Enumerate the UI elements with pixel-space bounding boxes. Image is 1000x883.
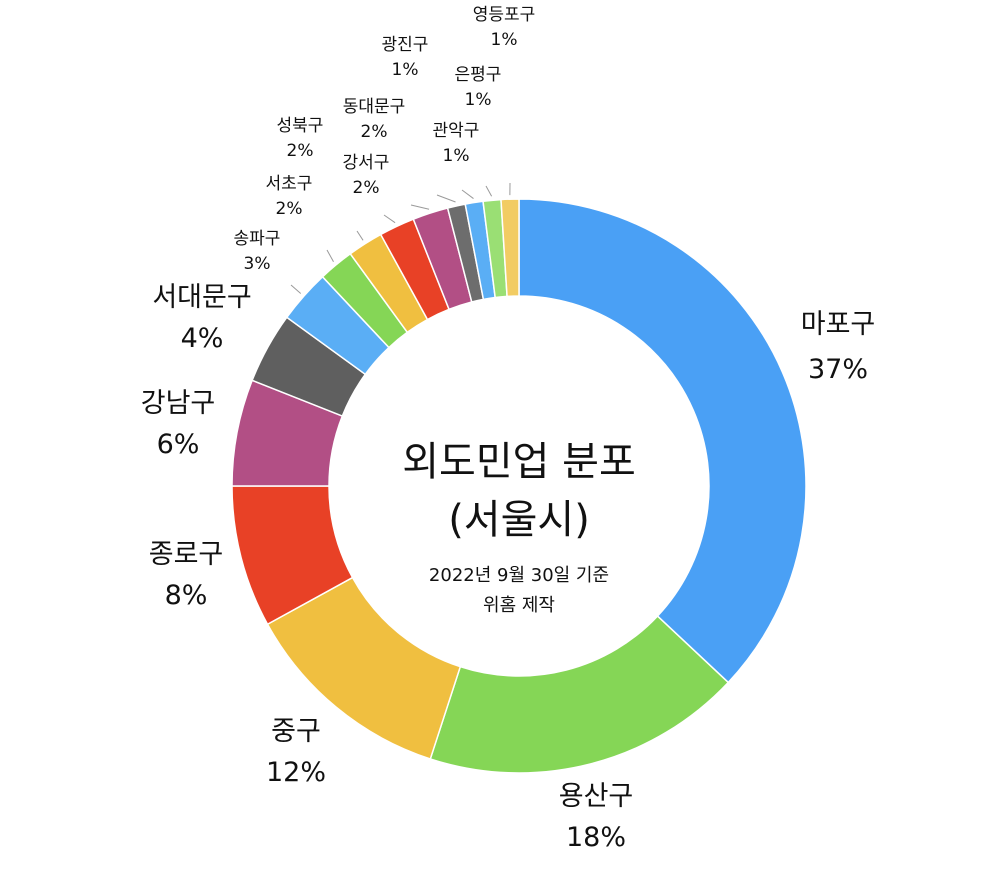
slice-label-name-10: 동대문구: [343, 97, 406, 117]
slices-layer: [232, 199, 806, 773]
chart-subtitle-line-2: 위홈 제작: [483, 595, 555, 616]
center-text: 외도민업 분포 (서울시) 2022년 9월 30일 기준 위홈 제작: [402, 439, 636, 616]
slice-label-value-4: 6%: [157, 429, 200, 460]
slice-label-value-14: 1%: [491, 30, 518, 50]
slice-label-value-11: 1%: [392, 60, 419, 80]
leader-line-8: [357, 231, 363, 240]
slice-label-name-11: 광진구: [382, 35, 429, 55]
slice-label-value-7: 2%: [276, 199, 303, 219]
slice-label-value-1: 18%: [566, 822, 626, 853]
slice-label-name-12: 관악구: [433, 121, 480, 141]
leader-line-7: [327, 250, 334, 262]
slice-label-value-3: 8%: [165, 580, 208, 611]
slice-label-value-13: 1%: [465, 90, 492, 110]
leader-line-12: [462, 190, 473, 199]
slice-label-name-2: 중구: [271, 716, 321, 747]
slice-label-name-0: 마포구: [801, 309, 876, 340]
chart-subtitle-line-1: 2022년 9월 30일 기준: [429, 565, 609, 586]
slice-label-name-1: 용산구: [559, 781, 634, 812]
leader-line-6: [291, 285, 301, 294]
slice-label-name-13: 은평구: [455, 65, 502, 85]
slice-label-name-6: 송파구: [234, 229, 281, 249]
slice-label-value-9: 2%: [353, 178, 380, 198]
slice-label-name-9: 강서구: [343, 153, 390, 173]
slice-label-name-3: 종로구: [149, 539, 224, 570]
slice-label-value-6: 3%: [244, 254, 271, 274]
slice-1: [430, 616, 728, 773]
leader-line-10: [411, 205, 429, 209]
chart-title-line-2: (서울시): [448, 497, 590, 543]
chart-title-line-1: 외도민업 분포: [402, 439, 636, 485]
slice-label-name-4: 강남구: [141, 388, 216, 419]
slice-label-value-12: 1%: [443, 146, 470, 166]
leader-line-9: [384, 215, 395, 223]
slice-label-value-2: 12%: [266, 757, 326, 788]
slice-label-name-7: 서초구: [266, 174, 313, 194]
slice-label-value-0: 37%: [808, 354, 868, 385]
slice-label-value-8: 2%: [287, 141, 314, 161]
leader-line-11: [437, 195, 456, 202]
slice-label-name-5: 서대문구: [152, 282, 251, 313]
slice-label-value-10: 2%: [361, 122, 388, 142]
leader-line-13: [486, 186, 492, 196]
slice-label-name-14: 영등포구: [473, 5, 536, 25]
slice-label-value-5: 4%: [181, 323, 224, 354]
slice-label-name-8: 성북구: [277, 116, 324, 136]
